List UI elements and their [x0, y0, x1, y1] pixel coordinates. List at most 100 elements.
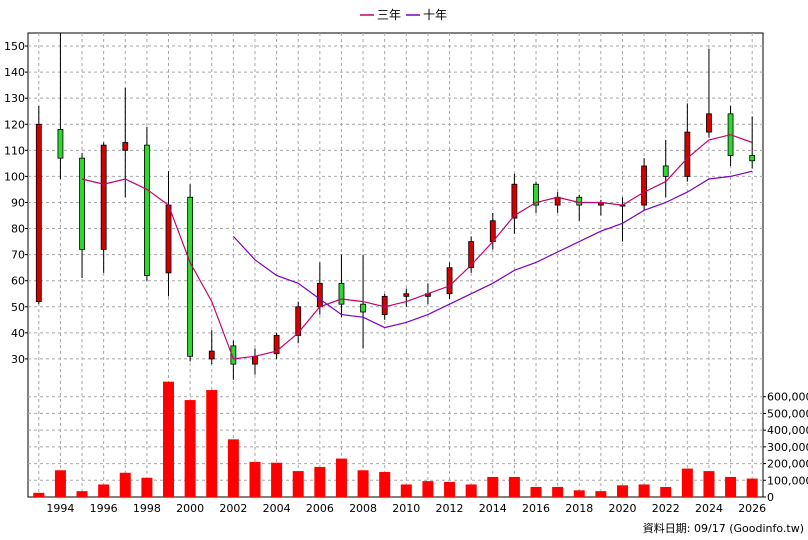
- year-tick-label: 2016: [522, 502, 550, 515]
- price-tick-label: 110: [4, 144, 25, 157]
- price-tick-label: 30: [11, 353, 25, 366]
- volume-tick-label: 0: [767, 491, 774, 504]
- volume-bar-2002: [227, 439, 239, 497]
- candle-body-2022: [662, 165, 669, 177]
- volume-bar-2012: [444, 481, 456, 497]
- candle-body-1996: [100, 144, 107, 250]
- year-tick-label: 2008: [349, 502, 377, 515]
- year-tick-label: 2024: [695, 502, 723, 515]
- year-tick-label: 2000: [176, 502, 204, 515]
- price-tick-label: 50: [11, 301, 25, 314]
- year-tick-label: 2014: [479, 502, 507, 515]
- volume-axis: 0 100,000 200,000 300,000 400,000 500,000 600,…: [763, 391, 808, 504]
- candle-body-2024: [706, 113, 712, 133]
- candle-body-2012: [446, 267, 453, 295]
- moving-average-lines: [81, 134, 753, 360]
- plot-frame: [27, 32, 764, 498]
- volume-bar-2021: [638, 484, 650, 497]
- volume-bar-1998: [141, 477, 153, 497]
- volume-bar-1993: [33, 492, 45, 497]
- price-tick-label: 40: [11, 327, 25, 340]
- volume-bar-2026: [746, 478, 758, 497]
- year-tick-label: 2026: [738, 502, 766, 515]
- candle-body-2018: [576, 196, 583, 206]
- volume-bar-2010: [400, 484, 412, 497]
- candle-body-2008: [360, 303, 366, 313]
- candle-body-2023: [684, 131, 691, 177]
- volume-tick-label: 100,000: [767, 474, 808, 487]
- volume-bar-2004: [271, 462, 283, 497]
- price-tick-label: 100: [4, 170, 25, 183]
- volume-tick-label: 600,000: [767, 391, 808, 404]
- x-axis: 1994 1996 1998 2000 2002 2004 2006 2008 2010 2012…: [46, 502, 766, 515]
- candle-body-1999: [165, 204, 172, 274]
- year-tick-label: 2018: [565, 502, 593, 515]
- series-line-3yr: [81, 134, 753, 360]
- year-tick-label: 1998: [133, 502, 161, 515]
- candle-body-2000: [187, 196, 194, 357]
- candle-body-2026: [749, 155, 756, 162]
- candle-body-2016: [533, 183, 539, 206]
- volume-bars: [33, 381, 758, 497]
- candle-body-1997: [122, 142, 129, 151]
- candle-body-2015: [511, 183, 518, 219]
- volume-bar-2013: [465, 484, 477, 497]
- year-tick-label: 2002: [219, 502, 247, 515]
- year-tick-label: 2010: [392, 502, 420, 515]
- candle-body-2004: [273, 335, 280, 355]
- legend: 三年 十年: [360, 8, 447, 22]
- volume-tick-label: 400,000: [767, 424, 808, 437]
- legend-label-10yr: 十年: [423, 8, 447, 22]
- price-tick-label: 70: [11, 249, 25, 262]
- volume-bar-2016: [530, 486, 542, 497]
- price-tick-label: 80: [11, 223, 25, 236]
- grid: [28, 33, 763, 497]
- volume-bar-1995: [76, 491, 88, 497]
- legend-label-3yr: 三年: [377, 8, 401, 22]
- price-tick-label: 140: [4, 66, 25, 79]
- candle-body-1995: [79, 157, 85, 250]
- year-tick-label: 2022: [652, 502, 680, 515]
- candle-body-2007: [338, 282, 345, 305]
- year-tick-label: 2020: [608, 502, 636, 515]
- volume-bar-1997: [119, 472, 131, 497]
- volume-bar-1994: [54, 470, 66, 497]
- price-tick-label: 150: [4, 40, 25, 53]
- volume-bar-2024: [703, 471, 715, 497]
- year-tick-label: 2012: [436, 502, 464, 515]
- price-tick-label: 130: [4, 92, 25, 105]
- volume-bar-2000: [184, 400, 196, 497]
- volume-bar-2014: [487, 476, 499, 497]
- candle-body-1994: [57, 129, 64, 159]
- candle-body-2005: [295, 306, 302, 336]
- volume-bar-2007: [335, 458, 347, 497]
- volume-bar-2005: [292, 471, 304, 497]
- candle-body-1998: [143, 144, 150, 276]
- volume-bar-2019: [595, 491, 607, 497]
- candle-body-2009: [381, 295, 388, 315]
- volume-bar-2008: [357, 470, 369, 497]
- candle-body-1993: [35, 123, 42, 302]
- candle-body-2014: [489, 220, 496, 242]
- volume-bar-2020: [616, 485, 628, 497]
- volume-tick-label: 300,000: [767, 441, 808, 454]
- candles: [35, 33, 756, 380]
- volume-bar-2015: [508, 476, 520, 497]
- price-tick-label: 120: [4, 118, 25, 131]
- volume-bar-2003: [249, 461, 261, 497]
- footer-source: 資料日期: 09/17 (Goodinfo.tw): [643, 521, 804, 535]
- price-tick-label: 60: [11, 275, 25, 288]
- volume-bar-1999: [163, 381, 175, 497]
- year-tick-label: 1994: [46, 502, 74, 515]
- candle-body-2013: [468, 241, 475, 269]
- candle-body-2006: [316, 282, 323, 308]
- volume-bar-2022: [660, 486, 672, 497]
- candle-body-2001: [208, 350, 215, 360]
- volume-tick-label: 500,000: [767, 407, 808, 420]
- candle-body-2002: [230, 345, 237, 365]
- volume-bar-2025: [725, 476, 737, 497]
- candle-body-2003: [252, 355, 258, 365]
- year-tick-label: 2004: [263, 502, 291, 515]
- volume-bar-2006: [314, 466, 326, 497]
